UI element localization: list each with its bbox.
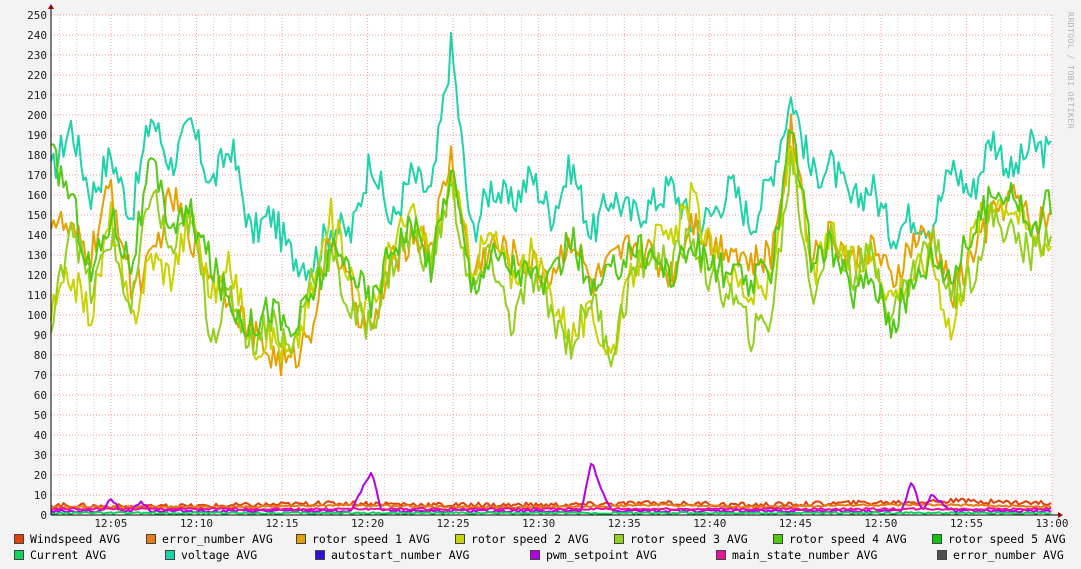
chart-area: 0 10 20 30 40 50 60 70 80 90 100 110 120 130 140 150 160…	[27, 4, 1069, 530]
y-tick-label: 60	[34, 389, 47, 402]
legend-label: autostart_number AVG	[331, 548, 470, 562]
x-tick-label: 12:30	[522, 517, 555, 530]
x-tick-label: 12:35	[608, 517, 641, 530]
y-tick-label: 230	[27, 49, 47, 62]
legend-item: rotor speed 3 AVG	[614, 532, 748, 546]
legend: Windspeed AVG error_number AVG rotor spe…	[0, 532, 1081, 566]
legend-label: voltage AVG	[181, 548, 258, 562]
legend-label: Windspeed AVG	[30, 532, 121, 546]
legend-label: rotor speed 5 AVG	[948, 532, 1066, 546]
y-tick-label: 210	[27, 89, 47, 102]
legend-swatch	[146, 534, 156, 544]
legend-label: Current AVG	[30, 548, 107, 562]
series-line	[50, 129, 1052, 339]
y-tick-label: 0	[40, 509, 47, 522]
legend-item: error_number AVG	[937, 548, 1064, 562]
legend-swatch	[773, 534, 783, 544]
series-line	[50, 507, 1052, 511]
x-tick-label: 12:10	[180, 517, 213, 530]
y-tick-label: 170	[27, 169, 47, 182]
y-tick-label: 110	[27, 289, 47, 302]
y-tick-label: 190	[27, 129, 47, 142]
legend-swatch	[315, 550, 325, 560]
y-tick-label: 240	[27, 29, 47, 42]
legend-label: main_state_number AVG	[732, 548, 878, 562]
legend-label: error_number AVG	[162, 532, 273, 546]
y-tick-label: 40	[34, 429, 47, 442]
y-tick-label: 180	[27, 149, 47, 162]
y-tick-label: 100	[27, 309, 47, 322]
x-tick-label: 12:55	[950, 517, 983, 530]
legend-swatch	[614, 534, 624, 544]
y-tick-label: 130	[27, 249, 47, 262]
y-tick-label: 250	[27, 9, 47, 22]
legend-item: Windspeed AVG	[14, 532, 120, 546]
y-tick-label: 30	[34, 449, 47, 462]
legend-item: error_number AVG	[146, 532, 273, 546]
legend-swatch	[716, 550, 726, 560]
x-tick-label: 12:40	[693, 517, 726, 530]
legend-item: rotor speed 1 AVG	[296, 532, 430, 546]
legend-label: rotor speed 1 AVG	[312, 532, 430, 546]
legend-item: pwm_setpoint AVG	[530, 548, 657, 562]
legend-label: pwm_setpoint AVG	[546, 548, 657, 562]
y-tick-label: 150	[27, 209, 47, 222]
series-line	[50, 511, 1052, 515]
y-tick-label: 120	[27, 269, 47, 282]
x-tick-label: 12:20	[351, 517, 384, 530]
legend-label: error_number AVG	[953, 548, 1064, 562]
legend-item: Current AVG	[14, 548, 106, 562]
x-axis-arrow	[1058, 512, 1063, 518]
legend-swatch	[14, 550, 24, 560]
legend-label: rotor speed 3 AVG	[630, 532, 748, 546]
legend-swatch	[165, 550, 175, 560]
legend-swatch	[14, 534, 24, 544]
legend-item: rotor speed 2 AVG	[455, 532, 589, 546]
x-tick-label: 12:15	[265, 517, 298, 530]
x-tick-label: 12:50	[864, 517, 897, 530]
y-tick-label: 10	[34, 489, 47, 502]
series-line	[50, 31, 1052, 281]
legend-swatch	[530, 550, 540, 560]
legend-item: rotor speed 4 AVG	[773, 532, 907, 546]
y-tick-label: 90	[34, 329, 47, 342]
y-tick-label: 70	[34, 369, 47, 382]
y-tick-label: 20	[34, 469, 47, 482]
legend-swatch	[455, 534, 465, 544]
legend-label: rotor speed 2 AVG	[471, 532, 589, 546]
legend-swatch	[937, 550, 947, 560]
legend-swatch	[932, 534, 942, 544]
x-tick-label: 13:00	[1035, 517, 1068, 530]
y-tick-label: 140	[27, 229, 47, 242]
y-tick-label: 160	[27, 189, 47, 202]
y-tick-label: 220	[27, 69, 47, 82]
x-tick-label: 12:05	[94, 517, 127, 530]
y-axis-arrow	[48, 4, 54, 9]
legend-item: voltage AVG	[165, 548, 257, 562]
x-tick-label: 12:45	[779, 517, 812, 530]
y-tick-label: 80	[34, 349, 47, 362]
rrdtool-watermark: RRDTOOL / TOBI OETIKER	[1066, 12, 1075, 129]
legend-item: main_state_number AVG	[716, 548, 877, 562]
series-line	[50, 145, 1052, 362]
legend-item: autostart_number AVG	[315, 548, 469, 562]
legend-label: rotor speed 4 AVG	[789, 532, 907, 546]
y-tick-label: 200	[27, 109, 47, 122]
x-tick-label: 12:25	[437, 517, 470, 530]
legend-item: rotor speed 5 AVG	[932, 532, 1066, 546]
legend-swatch	[296, 534, 306, 544]
y-tick-label: 50	[34, 409, 47, 422]
